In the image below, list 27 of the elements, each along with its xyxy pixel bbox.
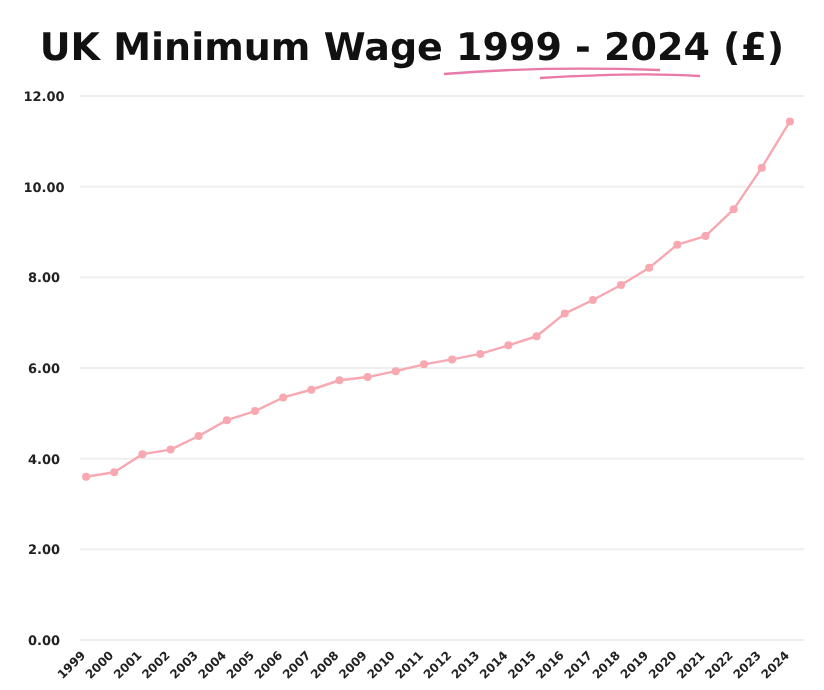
point [138, 450, 147, 459]
point [532, 332, 541, 341]
point [110, 468, 119, 477]
point [251, 407, 259, 416]
point [701, 232, 710, 241]
chart-title: UK Minimum Wage 1999 - 2024 (£) [39, 26, 785, 70]
point [560, 309, 569, 318]
point [645, 263, 654, 272]
point [166, 445, 175, 454]
point [363, 373, 372, 382]
point [448, 355, 457, 364]
point [757, 163, 766, 172]
point [673, 240, 682, 249]
point [194, 432, 203, 440]
point [279, 393, 288, 402]
point [419, 360, 428, 369]
point [476, 349, 485, 358]
point [504, 341, 513, 350]
point [391, 367, 400, 376]
point [82, 472, 91, 481]
point [335, 376, 344, 385]
point [222, 416, 231, 425]
point [785, 117, 794, 126]
point [588, 296, 597, 304]
point [729, 205, 738, 214]
point [617, 281, 625, 290]
point [307, 385, 316, 394]
